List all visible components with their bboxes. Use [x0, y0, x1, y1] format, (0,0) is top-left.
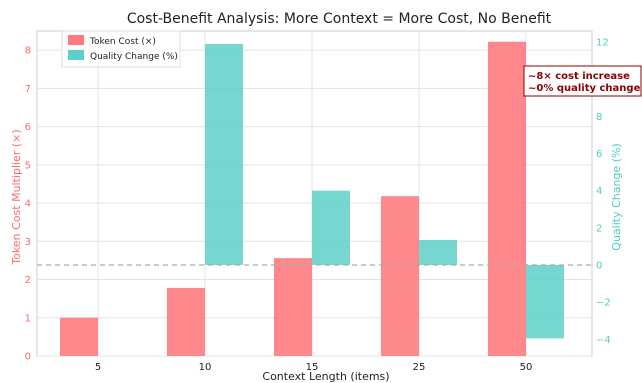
left-tick-label: 7 [25, 84, 31, 95]
legend-label-token-cost: Token Cost (×) [89, 37, 156, 47]
chart-title: Cost-Benefit Analysis: More Context = Mo… [127, 11, 552, 27]
left-tick-label: 4 [25, 199, 31, 210]
legend-label-quality-change: Quality Change (%) [90, 52, 178, 62]
right-tick-label: 0 [596, 261, 602, 272]
annotation: ~8× cost increase ~0% quality change [523, 65, 642, 97]
right-tick-label: 6 [596, 149, 602, 160]
bar-token-cost [381, 196, 419, 356]
left-tick-label: 5 [25, 160, 31, 171]
left-tick-label: 2 [25, 275, 31, 286]
x-tick-label: 5 [95, 362, 101, 373]
left-tick-label: 6 [25, 122, 31, 133]
x-tick-label: 50 [520, 362, 533, 373]
bar-token-cost [60, 317, 98, 356]
right-tick-label: −4 [596, 335, 611, 346]
right-tick-label: 8 [596, 112, 602, 123]
left-axis-label: Token Cost Multiplier (×) [10, 129, 23, 265]
left-tick-label: 3 [25, 237, 31, 248]
bar-quality-change [205, 44, 243, 265]
left-tick-label: 8 [25, 46, 31, 57]
x-tick-label: 10 [199, 362, 212, 373]
annotation-box [523, 65, 642, 97]
left-tick-label: 1 [25, 313, 31, 324]
right-axis-label: Quality Change (%) [610, 143, 623, 250]
bar-token-cost [167, 287, 205, 356]
bar-token-cost [488, 41, 526, 357]
legend-swatch-token-cost [68, 35, 84, 45]
bars [37, 41, 592, 357]
legend-swatch-quality-change [68, 50, 84, 60]
bar-quality-change [312, 190, 350, 265]
x-tick-label: 15 [306, 362, 319, 373]
right-tick-label: 2 [596, 223, 602, 234]
bar-quality-change [419, 239, 457, 265]
x-tick-label: 25 [413, 362, 426, 373]
right-tick-label: 12 [596, 38, 609, 49]
right-tick-label: −2 [596, 298, 611, 309]
bar-quality-change [526, 265, 564, 339]
bar-token-cost [274, 258, 312, 356]
right-tick-label: 4 [596, 186, 602, 197]
annotation-line-2: ~0% quality change [528, 83, 641, 94]
legend: Token Cost (×) Quality Change (%) [61, 30, 181, 68]
annotation-line-1: ~8× cost increase [528, 71, 630, 82]
x-axis-label: Context Length (items) [262, 370, 389, 383]
left-tick-label: 0 [25, 352, 31, 363]
